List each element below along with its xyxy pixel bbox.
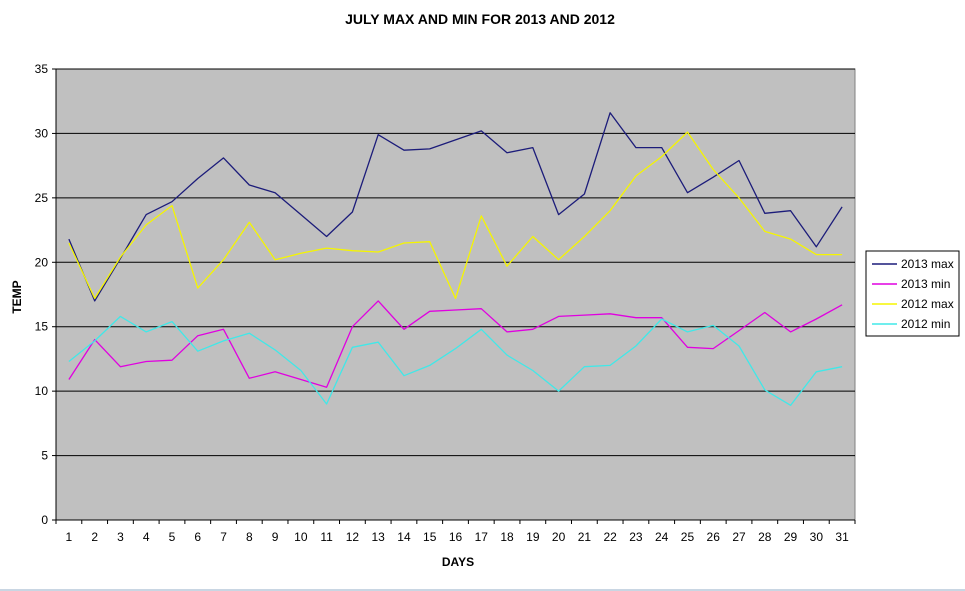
- y-tick-label: 5: [41, 449, 48, 463]
- y-tick-label: 30: [35, 126, 49, 140]
- y-tick-label: 10: [35, 384, 49, 398]
- y-tick-label: 35: [35, 62, 49, 76]
- series-line-2013-max: [68, 112, 843, 302]
- x-tick-label: 6: [194, 530, 201, 544]
- legend-label: 2012 max: [901, 297, 954, 311]
- x-tick-label: 11: [320, 530, 333, 544]
- x-tick-label: 19: [526, 530, 540, 544]
- x-tick-label: 14: [397, 530, 411, 544]
- x-tick-label: 29: [784, 530, 798, 544]
- x-tick-label: 28: [758, 530, 772, 544]
- x-tick-label: 22: [603, 530, 617, 544]
- x-tick-label: 20: [552, 530, 566, 544]
- x-tick-label: 31: [835, 530, 849, 544]
- x-tick-label: 1: [66, 530, 73, 544]
- y-tick-label: 0: [41, 513, 48, 527]
- x-tick-label: 10: [294, 530, 308, 544]
- x-tick-label: 5: [169, 530, 176, 544]
- x-tick-label: 2: [91, 530, 98, 544]
- series-line-2012-max: [68, 131, 843, 300]
- x-tick-label: 24: [655, 530, 669, 544]
- x-tick-label: 12: [346, 530, 360, 544]
- x-tick-label: 27: [732, 530, 746, 544]
- y-axis-title: TEMP: [10, 280, 24, 313]
- legend-label: 2012 min: [901, 317, 950, 331]
- bottom-border: [0, 589, 965, 591]
- chart-title: JULY MAX AND MIN FOR 2013 AND 2012: [345, 11, 615, 27]
- series-line-2012-min: [68, 315, 843, 406]
- x-axis-title: DAYS: [442, 555, 474, 569]
- x-tick-label: 9: [272, 530, 279, 544]
- plot-area: [55, 68, 856, 521]
- y-axis-ticks: 0 5 10 15 20 25 30 35: [35, 62, 56, 527]
- y-tick-label: 25: [35, 191, 49, 205]
- y-tick-label: 15: [35, 320, 49, 334]
- x-tick-label: 25: [681, 530, 695, 544]
- x-axis-ticks: 1 2 3 4 5 6 7 8 9 10 11 12 13 14 15 16 17 18 19 20 21 22 23 24 2…: [55, 520, 856, 544]
- x-tick-label: 15: [423, 530, 437, 544]
- x-tick-label: 21: [578, 530, 592, 544]
- legend-box: [865, 250, 960, 337]
- x-tick-label: 17: [475, 530, 489, 544]
- x-tick-label: 13: [371, 530, 385, 544]
- legend: 2013 max 2013 min 2012 max 2012 min: [865, 250, 960, 337]
- series-line-2013-min: [68, 300, 843, 388]
- x-tick-label: 16: [449, 530, 463, 544]
- x-tick-label: 7: [220, 530, 227, 544]
- x-tick-label: 8: [246, 530, 253, 544]
- series-lines: [68, 112, 843, 406]
- legend-label: 2013 min: [901, 277, 950, 291]
- x-tick-label: 23: [629, 530, 643, 544]
- x-tick-label: 26: [707, 530, 721, 544]
- x-tick-label: 3: [117, 530, 124, 544]
- legend-label: 2013 max: [901, 257, 954, 271]
- x-tick-label: 30: [810, 530, 824, 544]
- x-tick-label: 18: [500, 530, 514, 544]
- y-tick-label: 20: [35, 255, 49, 269]
- x-tick-label: 4: [143, 530, 150, 544]
